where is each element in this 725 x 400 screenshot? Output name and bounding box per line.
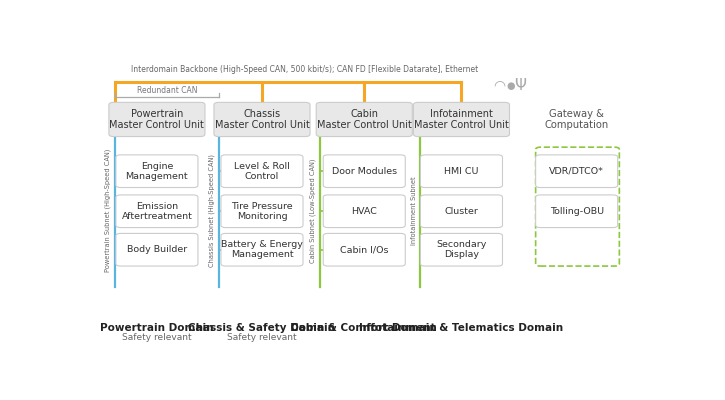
FancyBboxPatch shape (116, 234, 198, 266)
Text: Cabin
Master Control Unit: Cabin Master Control Unit (317, 109, 412, 130)
FancyBboxPatch shape (316, 102, 413, 136)
Text: Powertrain Subnet (High-Speed CAN): Powertrain Subnet (High-Speed CAN) (105, 149, 112, 272)
Text: VDR/DTCO*: VDR/DTCO* (550, 167, 604, 176)
Text: Secondary
Display: Secondary Display (436, 240, 486, 260)
FancyBboxPatch shape (116, 195, 198, 228)
Text: Door Modules: Door Modules (332, 167, 397, 176)
Text: Interdomain Backbone (High-Speed CAN, 500 kbit/s); CAN FD [Flexible Datarate], E: Interdomain Backbone (High-Speed CAN, 50… (130, 65, 478, 74)
Text: Tire Pressure
Monitoring: Tire Pressure Monitoring (231, 202, 293, 221)
Text: Redundant CAN: Redundant CAN (136, 86, 197, 95)
Text: Tolling-OBU: Tolling-OBU (550, 207, 604, 216)
FancyBboxPatch shape (536, 155, 618, 188)
FancyBboxPatch shape (221, 195, 303, 228)
FancyBboxPatch shape (214, 102, 310, 136)
Text: Cabin Subnet (Low-Speed CAN): Cabin Subnet (Low-Speed CAN) (310, 158, 316, 263)
Text: Powertrain Domain: Powertrain Domain (100, 323, 214, 333)
Text: Battery & Energy
Management: Battery & Energy Management (221, 240, 303, 260)
Text: Safety relevant: Safety relevant (122, 333, 191, 342)
Text: Infotainment
Master Control Unit: Infotainment Master Control Unit (414, 109, 509, 130)
FancyBboxPatch shape (116, 155, 198, 188)
Text: ◠: ◠ (494, 78, 506, 92)
Text: Infotainment & Telematics Domain: Infotainment & Telematics Domain (360, 323, 563, 333)
Text: Gateway &
Computation: Gateway & Computation (544, 109, 609, 130)
Text: Engine
Management: Engine Management (125, 162, 188, 181)
Text: Chassis & Safety Domain: Chassis & Safety Domain (188, 323, 336, 333)
FancyBboxPatch shape (323, 155, 405, 188)
FancyBboxPatch shape (420, 234, 502, 266)
FancyBboxPatch shape (221, 234, 303, 266)
FancyBboxPatch shape (420, 195, 502, 228)
Text: Powertrain
Master Control Unit: Powertrain Master Control Unit (109, 109, 204, 130)
Text: ●: ● (507, 80, 515, 90)
FancyBboxPatch shape (109, 102, 205, 136)
Text: Body Builder: Body Builder (127, 245, 187, 254)
Text: HVAC: HVAC (352, 207, 377, 216)
Text: Chassis Subnet (High-Speed CAN): Chassis Subnet (High-Speed CAN) (209, 154, 215, 267)
FancyBboxPatch shape (420, 155, 502, 188)
Text: Cluster: Cluster (444, 207, 479, 216)
Text: Safety relevant: Safety relevant (227, 333, 297, 342)
Text: Ψ: Ψ (515, 78, 526, 93)
Text: Cabin I/Os: Cabin I/Os (340, 245, 389, 254)
Text: Chassis
Master Control Unit: Chassis Master Control Unit (215, 109, 310, 130)
FancyBboxPatch shape (221, 155, 303, 188)
FancyBboxPatch shape (413, 102, 510, 136)
FancyBboxPatch shape (323, 234, 405, 266)
FancyBboxPatch shape (323, 195, 405, 228)
Text: Emission
Aftertreatment: Emission Aftertreatment (122, 202, 192, 221)
FancyBboxPatch shape (536, 195, 618, 228)
Text: Infotainment Subnet: Infotainment Subnet (410, 176, 417, 245)
Text: Level & Roll
Control: Level & Roll Control (234, 162, 290, 181)
Text: HMI CU: HMI CU (444, 167, 479, 176)
Text: Cabin & Comfort Domain: Cabin & Comfort Domain (291, 323, 437, 333)
